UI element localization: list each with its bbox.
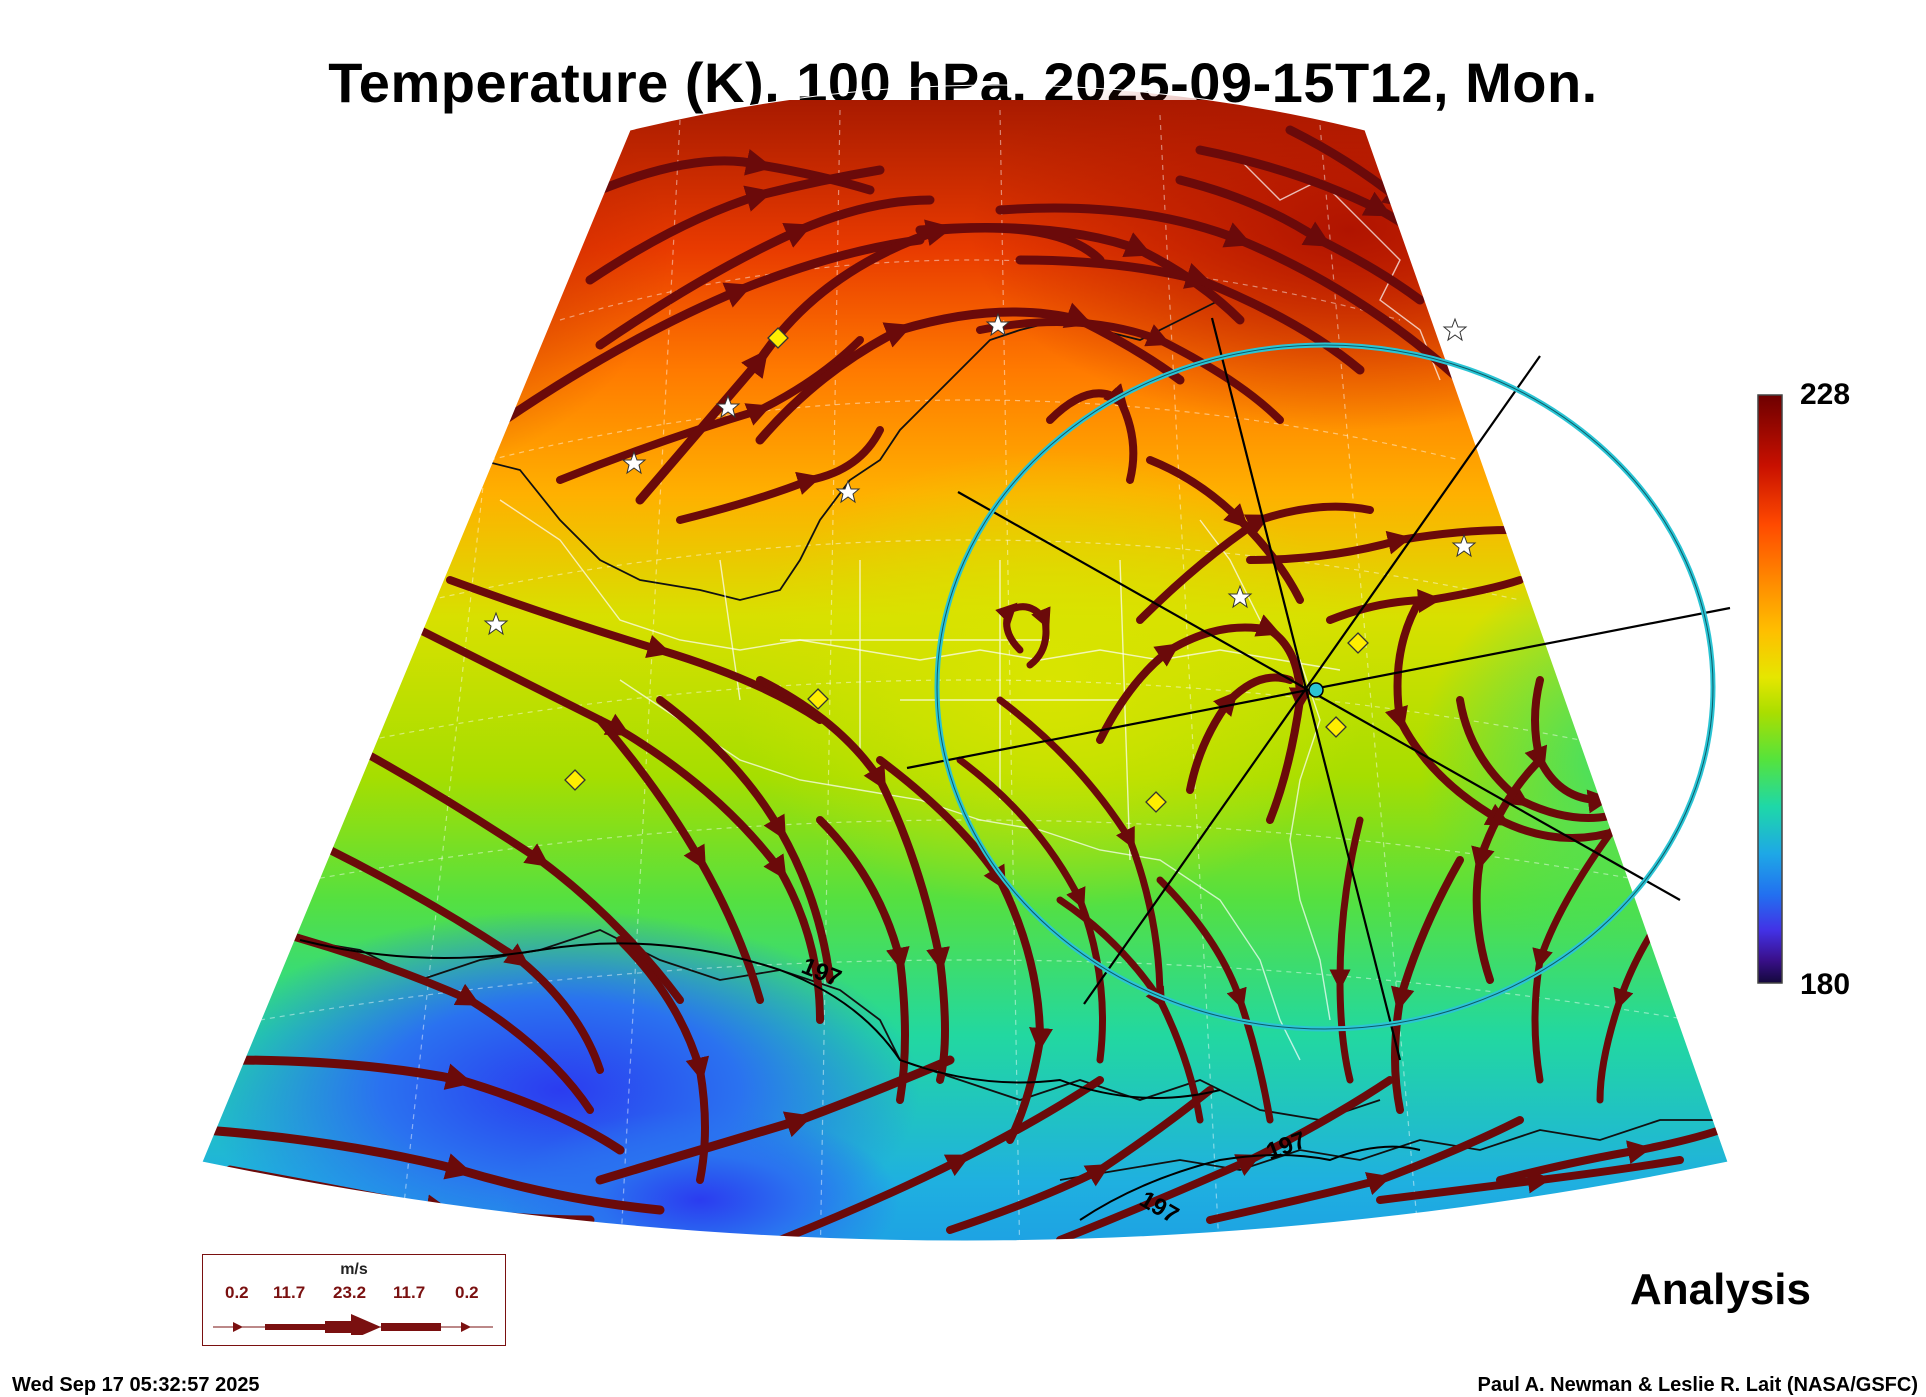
colorbar-min-label: 180	[1800, 968, 1851, 1001]
credit-label: Paul A. Newman & Leslie R. Lait (NASA/GS…	[1477, 1374, 1918, 1396]
diamond-icon	[1325, 716, 1347, 738]
star-icons	[483, 312, 1477, 636]
legend-value: 11.7	[273, 1283, 306, 1302]
star-icon	[1451, 533, 1477, 558]
diamond-icon	[1145, 791, 1167, 813]
star-icon	[621, 450, 647, 475]
diamond-icon	[564, 769, 586, 791]
legend-value: 0.2	[225, 1283, 249, 1302]
star-icon	[715, 394, 741, 419]
analysis-label: Analysis	[1630, 1265, 1811, 1314]
legend-value: 11.7	[393, 1283, 426, 1302]
star-icon	[1442, 317, 1468, 342]
star-icon	[483, 611, 509, 636]
diamond-icon	[767, 327, 789, 349]
star-icon	[835, 479, 861, 504]
legend-unit: m/s	[340, 1261, 368, 1278]
colorbar	[1757, 394, 1783, 984]
timestamp: Wed Sep 17 05:32:57 2025	[12, 1374, 260, 1396]
streamlines	[202, 125, 1724, 1241]
distance-ring	[934, 342, 1716, 1032]
diamond-icon	[807, 688, 829, 710]
legend-value: 23.2	[333, 1283, 367, 1302]
legend-arrow-scale	[213, 1314, 493, 1335]
contour-197	[299, 939, 1421, 1221]
colorbar-max-label: 228	[1800, 378, 1851, 411]
legend-value: 0.2	[455, 1283, 479, 1302]
wind-speed-legend: m/s 0.2 11.7 23.2 11.7 0.2	[202, 1254, 506, 1346]
map-border	[201, 84, 1729, 1242]
star-icon	[985, 312, 1011, 337]
diamond-icon	[1347, 632, 1369, 654]
diamond-icons	[564, 327, 1369, 813]
star-icon	[1227, 584, 1253, 609]
center-marker-icon	[1308, 682, 1324, 698]
